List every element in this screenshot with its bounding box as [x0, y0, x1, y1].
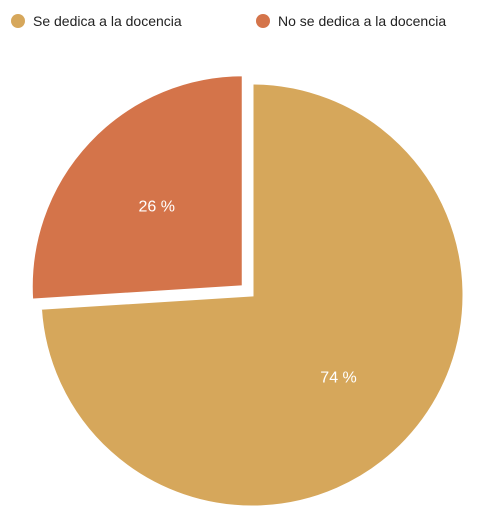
legend-label-docencia: Se dedica a la docencia	[33, 13, 182, 29]
legend-label-no-docencia: No se dedica a la docencia	[278, 13, 446, 29]
slice-label-docencia: 74 %	[320, 369, 356, 386]
slice-no-docencia[interactable]	[29, 73, 245, 302]
pie-slice-labels: 74 % 26 %	[138, 199, 356, 387]
slice-label-no-docencia: 26 %	[138, 199, 174, 216]
legend-swatch-no-docencia	[256, 14, 270, 28]
pie-slices	[29, 73, 466, 506]
legend: Se dedica a la docencia No se dedica a l…	[11, 13, 446, 29]
slice-docencia[interactable]	[38, 81, 466, 506]
legend-item-docencia[interactable]: Se dedica a la docencia	[11, 13, 182, 29]
legend-swatch-docencia	[11, 14, 25, 28]
legend-item-no-docencia[interactable]: No se dedica a la docencia	[256, 13, 446, 29]
